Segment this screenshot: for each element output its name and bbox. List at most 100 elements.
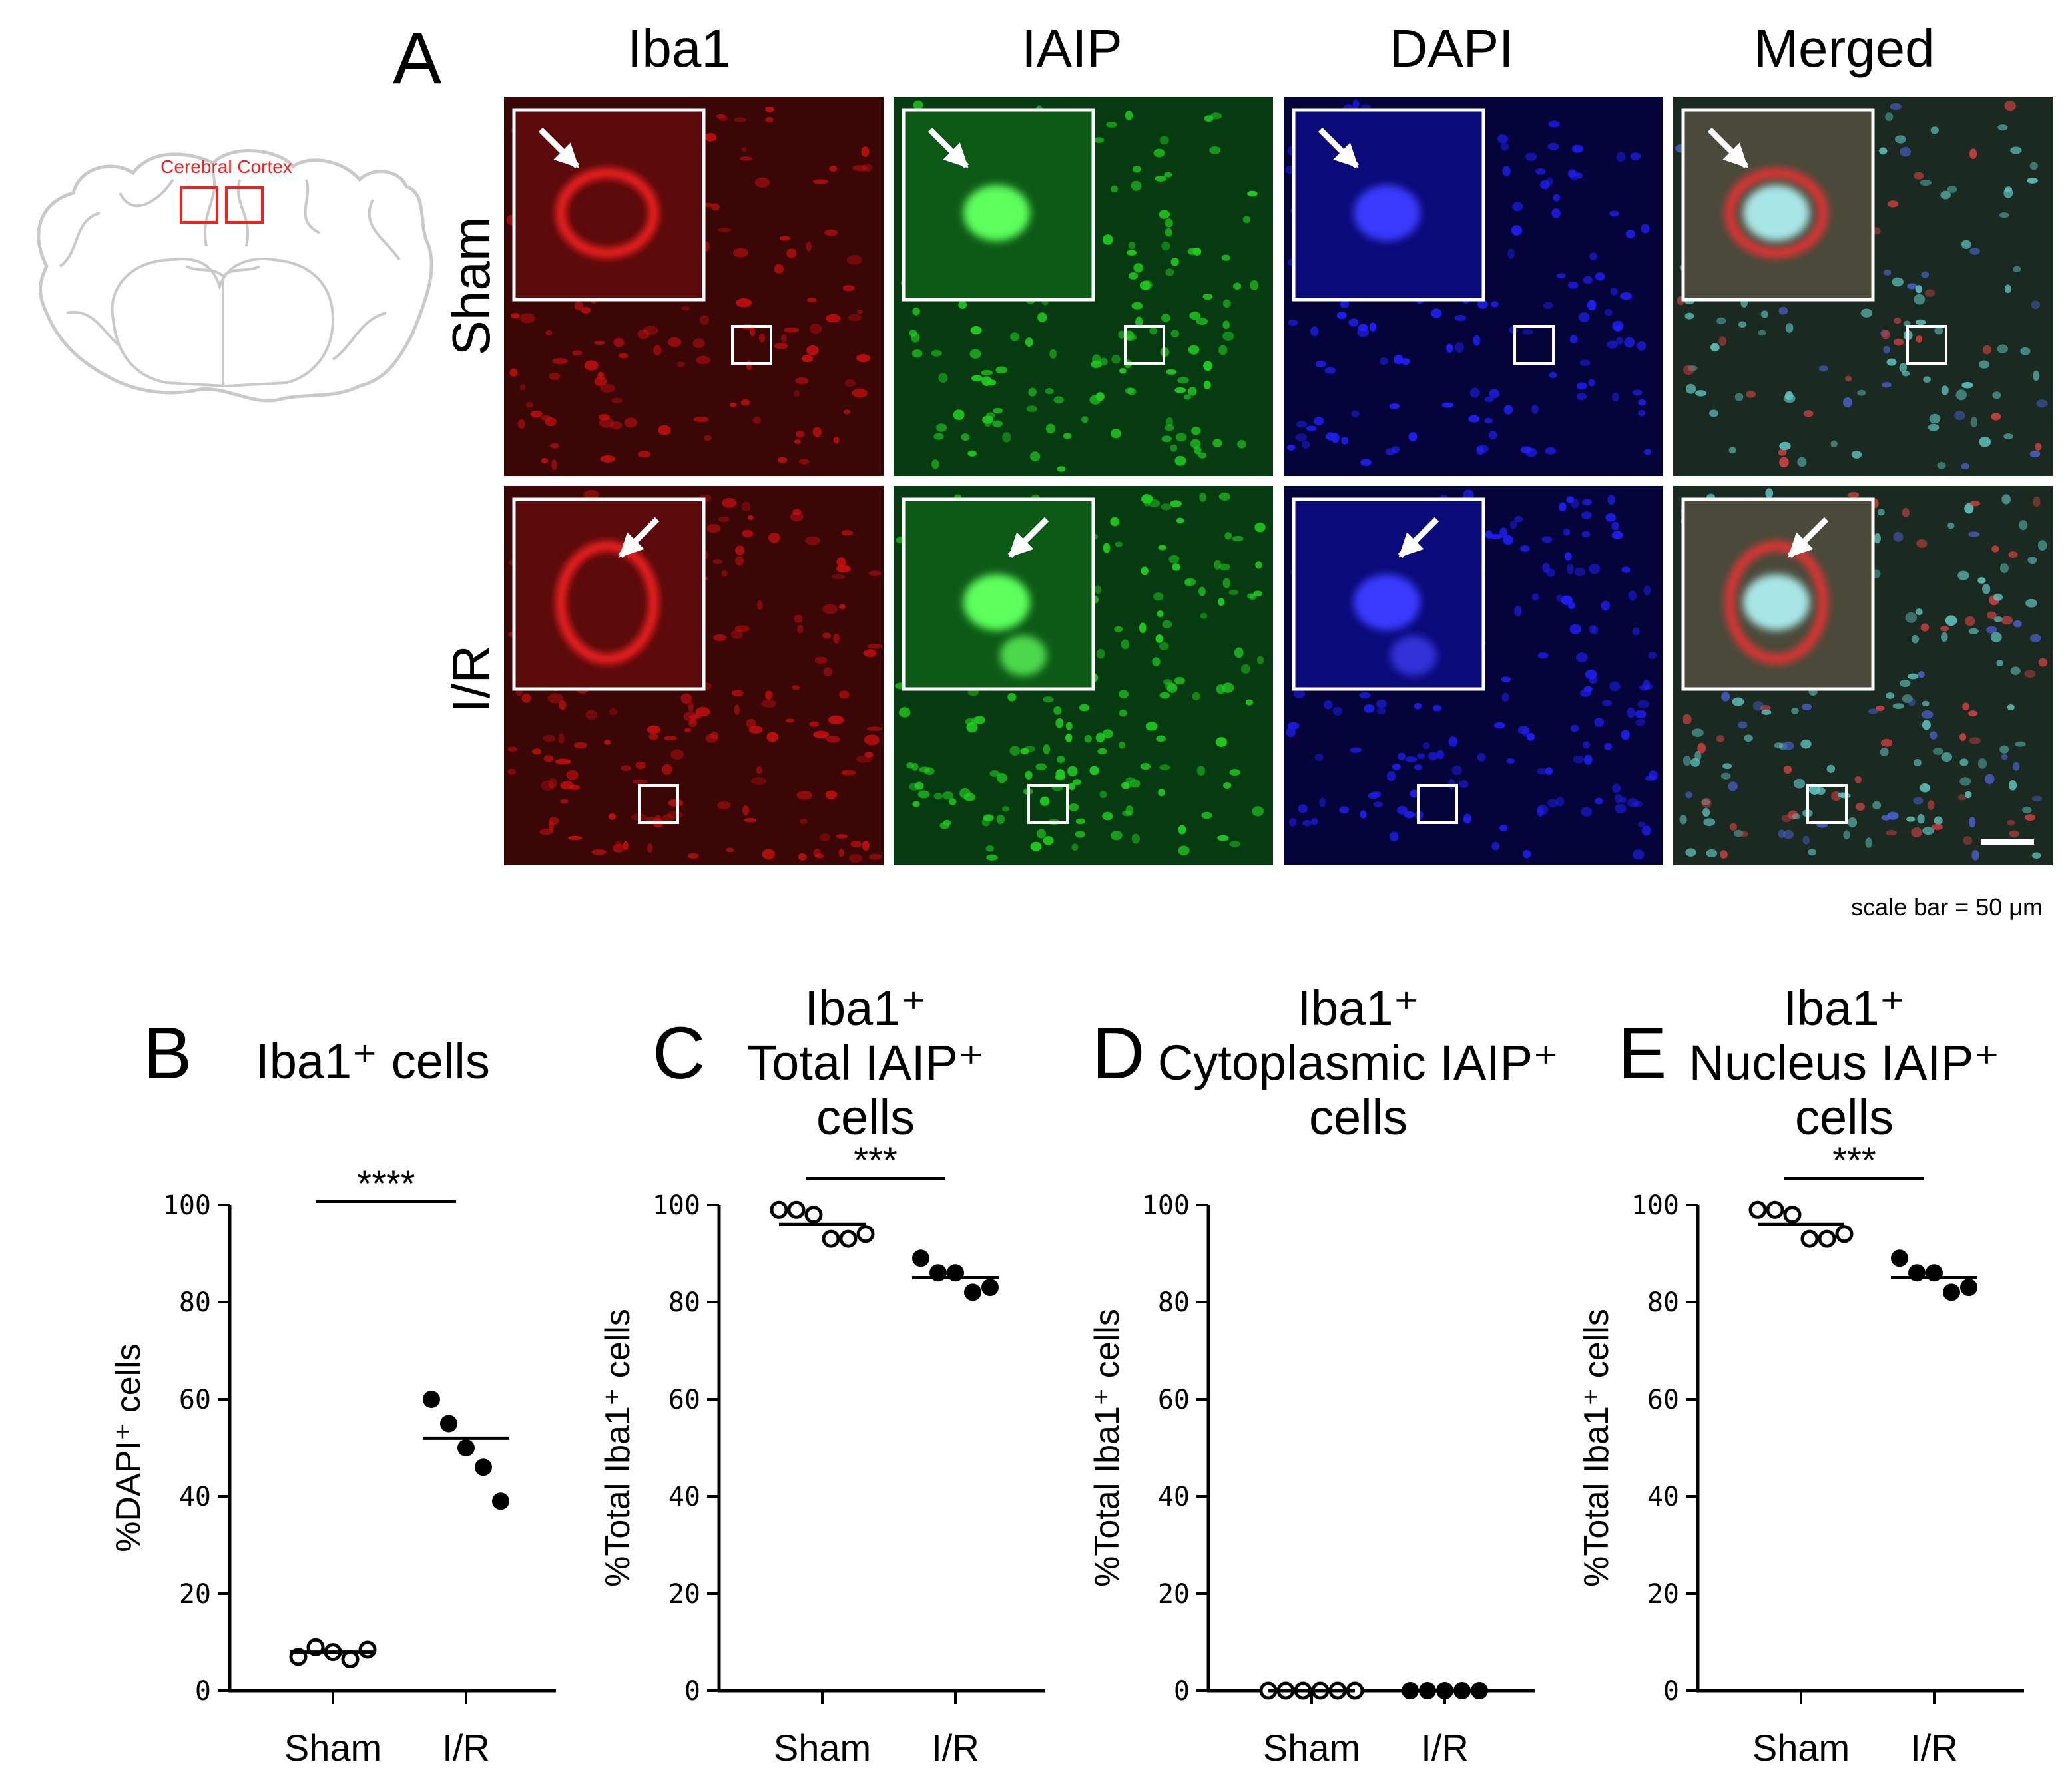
cell-mark (2027, 556, 2037, 564)
cell-mark (567, 835, 583, 841)
cell-mark (2003, 433, 2013, 439)
cell-mark (1065, 733, 1073, 742)
cell-mark (1920, 623, 1930, 632)
cell-mark (1931, 823, 1943, 831)
cell-mark (545, 330, 553, 335)
cell-mark (1826, 764, 1836, 773)
cell-mark (600, 455, 615, 463)
arrow-icon (1707, 127, 1749, 169)
cell-mark (1611, 521, 1619, 531)
cell-mark (2031, 795, 2043, 802)
cell-mark (615, 841, 623, 847)
cell-mark (1045, 387, 1054, 395)
cell-mark (1632, 389, 1643, 396)
cell-mark (1982, 345, 1992, 355)
cell-mark (1604, 309, 1613, 316)
cell-mark (1222, 331, 1234, 341)
cell-mark (1155, 634, 1164, 644)
cell-mark (1009, 746, 1021, 756)
x-tick-label: Sham (1752, 1727, 1850, 1769)
inset-frame (902, 497, 1095, 691)
cell-mark (1702, 807, 1710, 817)
cell-mark (1218, 345, 1228, 355)
cell-mark (1881, 329, 1890, 339)
cell-mark (1999, 563, 2009, 573)
cell-mark (1288, 319, 1298, 326)
cell-mark (647, 725, 661, 734)
cell-mark (786, 248, 797, 258)
cell-mark (1209, 146, 1221, 154)
cell-mark (1028, 387, 1037, 397)
cell-mark (748, 726, 763, 734)
cell-mark (1602, 700, 1613, 706)
cell-mark (1174, 676, 1185, 685)
cell-mark (1537, 804, 1549, 815)
cell-mark (611, 397, 623, 403)
cell-mark (917, 790, 930, 799)
cell-mark (1121, 639, 1130, 650)
cell-mark (1340, 300, 1350, 308)
cell-mark (680, 693, 692, 704)
cell-mark (1624, 337, 1635, 348)
cell-mark (971, 375, 983, 382)
cell-mark (1848, 492, 1860, 499)
cortex-roi-box (180, 186, 218, 224)
cell-mark (1153, 592, 1164, 601)
cell-mark (1125, 334, 1137, 341)
cell-mark (1913, 797, 1924, 805)
y-tick-label: 40 (1647, 1482, 1679, 1512)
cell-mark (1999, 212, 2009, 218)
data-point-filled (912, 1249, 929, 1267)
cell-mark (1165, 218, 1173, 228)
cell-mark (1073, 779, 1082, 785)
cell-mark (1499, 825, 1508, 831)
cell-mark (1025, 337, 1033, 347)
cell-mark (2015, 741, 2026, 747)
cell-mark (1940, 190, 1951, 200)
cell-mark (1710, 343, 1720, 352)
y-tick-label: 0 (195, 1676, 211, 1707)
cell-mark (1463, 489, 1474, 501)
cell-mark (801, 355, 814, 363)
cell-mark (973, 716, 985, 724)
cell-mark (1604, 742, 1613, 750)
y-axis-label: %Total Iba1⁺ cells (1577, 1309, 1616, 1587)
cell-mark (549, 372, 561, 380)
cell-mark (762, 849, 775, 860)
arrow-icon (538, 127, 580, 169)
cell-mark (1730, 823, 1737, 831)
cell-mark (1224, 532, 1232, 540)
cell-mark (1401, 358, 1410, 365)
cell-mark (730, 630, 744, 639)
cell-mark (2010, 146, 2022, 154)
cell-mark (1037, 312, 1047, 323)
cell-mark (1497, 134, 1508, 144)
cell-mark (637, 329, 650, 339)
cell-mark (1222, 299, 1231, 308)
data-point-filled (492, 1492, 509, 1510)
cell-mark (1915, 608, 1923, 616)
cell-mark (836, 557, 846, 567)
cell-mark (2022, 807, 2032, 813)
cell-mark (609, 421, 623, 430)
cell-mark (1947, 185, 1957, 193)
cell-mark (747, 515, 754, 520)
cell-mark (1881, 381, 1892, 388)
cell-mark (1547, 798, 1559, 808)
cell-mark (1128, 272, 1139, 280)
cell-mark (1118, 690, 1129, 698)
cell-mark (933, 433, 944, 440)
cell-mark (654, 815, 662, 821)
cell-mark (1111, 429, 1121, 439)
cell-mark (1232, 535, 1244, 542)
cell-mark (1448, 736, 1458, 747)
cell-mark (1977, 758, 1987, 769)
cell-mark (828, 715, 844, 724)
cell-mark (806, 241, 812, 252)
cell-mark (2001, 616, 2013, 625)
cell-mark (1792, 813, 1801, 819)
x-tick-label: I/R (1910, 1727, 1958, 1769)
cell-mark (1595, 797, 1603, 805)
panel-letter: B (143, 1012, 192, 1094)
cell-mark (1785, 323, 1794, 333)
